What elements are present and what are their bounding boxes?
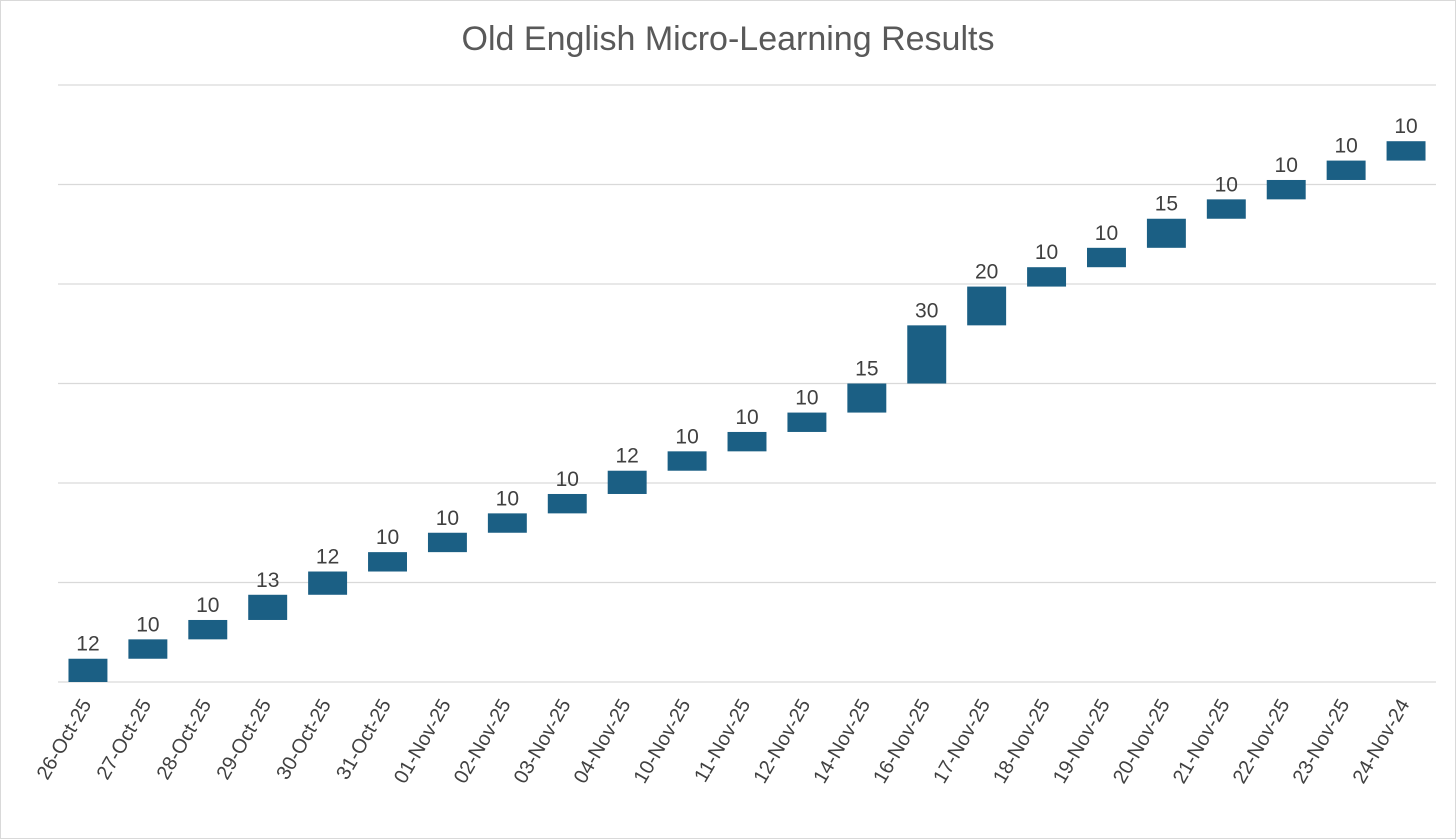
x-tick-label: 23-Nov-25 — [1289, 696, 1355, 788]
x-tick-label: 29-Oct-25 — [213, 696, 277, 784]
x-tick-label: 03-Nov-25 — [510, 696, 576, 788]
data-label: 10 — [556, 468, 579, 491]
x-tick-label: 11-Nov-25 — [690, 696, 755, 787]
bar-19-Nov-25 — [1087, 247, 1126, 268]
data-label: 10 — [1215, 173, 1238, 196]
data-label: 10 — [1095, 222, 1118, 245]
data-label: 10 — [675, 425, 698, 448]
bar-28-Oct-25 — [188, 619, 228, 640]
bar-17-Nov-25 — [967, 286, 1007, 326]
bar-30-Oct-25 — [308, 571, 348, 595]
bar-04-Nov-25 — [607, 470, 647, 494]
data-label: 10 — [196, 594, 219, 617]
bar-24-Nov-24 — [1386, 141, 1426, 161]
data-label: 10 — [1394, 115, 1417, 138]
data-label: 10 — [1035, 241, 1058, 264]
data-label: 15 — [1155, 193, 1178, 216]
bar-16-Nov-25 — [907, 325, 947, 384]
data-labels: 12 10 10 13 12 10 10 10 10 12 10 10 10 15 30 20 10 10 15 10… — [76, 115, 1417, 656]
data-label: 20 — [975, 261, 998, 284]
data-label: 12 — [76, 633, 99, 656]
x-tick-label: 01-Nov-25 — [390, 696, 456, 788]
data-label: 10 — [136, 613, 159, 636]
bar-18-Nov-25 — [1027, 267, 1067, 287]
bar-03-Nov-25 — [547, 493, 587, 514]
bar-27-Oct-25 — [128, 639, 168, 659]
data-label: 10 — [496, 487, 519, 510]
bar-31-Oct-25 — [368, 552, 407, 572]
x-tick-label: 26-Oct-25 — [33, 696, 97, 784]
bar-22-Nov-25 — [1266, 179, 1306, 200]
bars — [68, 141, 1426, 682]
data-label: 12 — [316, 546, 339, 569]
data-label: 10 — [376, 526, 399, 549]
data-label: 10 — [735, 406, 758, 429]
x-tick-label: 02-Nov-25 — [450, 696, 516, 788]
bar-23-Nov-25 — [1326, 160, 1366, 180]
x-tick-label: 30-Oct-25 — [272, 696, 336, 784]
x-tick-label: 16-Nov-25 — [869, 696, 935, 788]
x-tick-label: 19-Nov-25 — [1049, 696, 1115, 788]
bar-26-Oct-25 — [68, 658, 108, 682]
x-tick-label: 14-Nov-25 — [809, 696, 875, 788]
x-tick-label: 27-Oct-25 — [93, 696, 157, 784]
bar-02-Nov-25 — [487, 513, 527, 533]
data-label: 12 — [615, 445, 638, 468]
x-tick-label: 21-Nov-25 — [1169, 696, 1235, 788]
bar-10-Nov-25 — [667, 451, 707, 471]
x-tick-label: 10-Nov-25 — [630, 696, 696, 788]
data-label: 30 — [915, 299, 938, 322]
x-axis-ticks: 26-Oct-2527-Oct-2528-Oct-2529-Oct-2530-O… — [33, 695, 1415, 787]
bar-12-Nov-25 — [787, 412, 827, 432]
data-label: 10 — [1334, 135, 1357, 158]
x-tick-label: 24-Nov-24 — [1349, 696, 1415, 788]
x-tick-label: 18-Nov-25 — [989, 696, 1055, 788]
bar-14-Nov-25 — [847, 383, 887, 413]
bar-20-Nov-25 — [1146, 218, 1186, 248]
x-tick-label: 22-Nov-25 — [1229, 696, 1295, 788]
bar-21-Nov-25 — [1206, 199, 1246, 219]
x-tick-label: 04-Nov-25 — [570, 696, 636, 788]
bar-11-Nov-25 — [727, 431, 767, 452]
data-label: 10 — [1275, 154, 1298, 177]
x-tick-label: 20-Nov-25 — [1109, 696, 1175, 788]
data-label: 15 — [855, 358, 878, 381]
bar-01-Nov-25 — [427, 532, 467, 553]
x-tick-label: 28-Oct-25 — [153, 696, 217, 784]
chart-title: Old English Micro-Learning Results — [461, 20, 995, 58]
data-label: 10 — [795, 387, 818, 410]
gridlines — [58, 84, 1436, 683]
x-tick-label: 12-Nov-25 — [749, 696, 815, 788]
bar-29-Oct-25 — [248, 594, 288, 620]
x-tick-label: 31-Oct-25 — [332, 696, 396, 784]
data-label: 13 — [256, 569, 279, 592]
data-label: 10 — [436, 507, 459, 530]
x-tick-label: 17-Nov-25 — [929, 695, 995, 787]
